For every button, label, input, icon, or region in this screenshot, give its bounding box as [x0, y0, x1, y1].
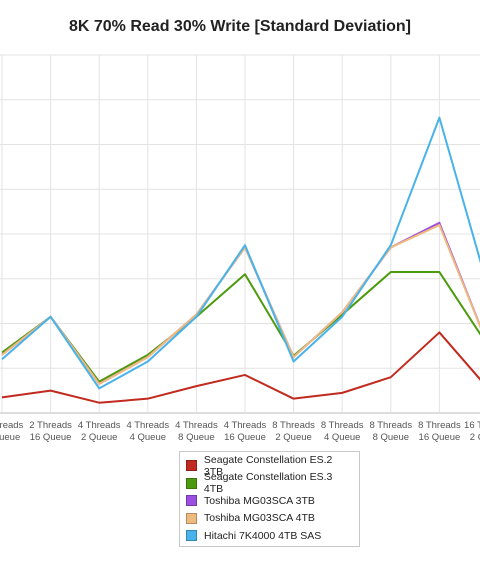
legend-item: Hitachi 7K4000 4TB SAS — [186, 527, 353, 545]
x-tick-label: 4 Threads 4 Queue — [126, 420, 169, 443]
legend-item: Seagate Constellation ES.2 3TB — [186, 453, 353, 478]
x-tick-label: 8 Threads 2 Queue — [272, 420, 315, 443]
legend-label: Seagate Constellation ES.3 4TB — [203, 471, 333, 496]
x-tick-label: 4 Threads 2 Queue — [78, 420, 121, 443]
x-tick-label: 2 Threads 16 Queue — [29, 420, 72, 443]
legend-item: Toshiba MG03SCA 4TB — [186, 510, 353, 528]
legend-swatch — [186, 530, 197, 542]
legend: Seagate Constellation ES.2 3TB Seagate Co… — [179, 451, 360, 547]
chart-title: 8K 70% Read 30% Write [Standard Deviatio… — [68, 18, 412, 35]
legend-label: Hitachi 7K4000 4TB SAS — [204, 529, 322, 542]
legend-swatch — [186, 512, 197, 524]
series-line — [1, 331, 480, 404]
series-line — [1, 271, 480, 383]
series-lines — [1, 116, 480, 404]
legend-swatch — [186, 460, 197, 472]
x-tick-label: 4 Threads 16 Queue — [224, 420, 267, 443]
x-tick-label: 8 Threads 16 Queue — [418, 420, 461, 443]
legend-swatch — [186, 495, 197, 507]
legend-label: Toshiba MG03SCA 4TB — [204, 512, 315, 525]
legend-label: Seagate Constellation ES.2 3TB — [203, 453, 333, 478]
legend-item: Seagate Constellation ES.3 4TB — [186, 471, 353, 495]
legend-swatch — [186, 477, 197, 489]
series-line — [1, 116, 480, 390]
x-tick-label: 4 Threads 8 Queue — [175, 420, 218, 443]
x-tick-label: 8 Threads 4 Queue — [321, 420, 364, 443]
legend-item: Toshiba MG03SCA 3TB — [186, 492, 353, 510]
legend-label: Toshiba MG03SCA 3TB — [204, 494, 315, 507]
x-tick-label: 8 Threads 8 Queue — [369, 420, 412, 443]
grid-lines — [0, 54, 480, 414]
